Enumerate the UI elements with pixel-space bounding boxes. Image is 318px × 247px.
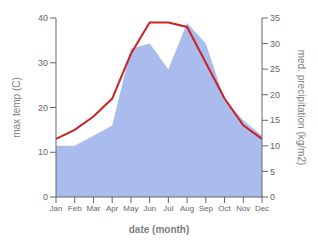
svg-text:Aug: Aug — [180, 204, 194, 213]
svg-text:Sep: Sep — [199, 204, 214, 213]
svg-text:30: 30 — [38, 58, 48, 68]
svg-text:0: 0 — [270, 192, 275, 202]
svg-text:5: 5 — [270, 167, 275, 177]
svg-text:Apr: Apr — [106, 204, 119, 213]
svg-text:15: 15 — [270, 115, 280, 125]
svg-text:25: 25 — [270, 64, 280, 74]
svg-text:Jan: Jan — [50, 204, 63, 213]
svg-text:40: 40 — [38, 13, 48, 23]
svg-text:med. precipitation (kg/m2): med. precipitation (kg/m2) — [296, 50, 307, 166]
svg-text:Oct: Oct — [218, 204, 231, 213]
svg-text:20: 20 — [270, 90, 280, 100]
svg-text:Dec: Dec — [255, 204, 269, 213]
svg-text:May: May — [123, 204, 138, 213]
svg-text:max temp (C): max temp (C) — [11, 77, 22, 138]
svg-text:35: 35 — [270, 13, 280, 23]
svg-text:date (month): date (month) — [129, 224, 190, 235]
svg-text:Feb: Feb — [68, 204, 82, 213]
svg-text:Jun: Jun — [143, 204, 156, 213]
svg-text:30: 30 — [270, 39, 280, 49]
svg-text:Jul: Jul — [163, 204, 173, 213]
svg-text:0: 0 — [43, 192, 48, 202]
svg-text:10: 10 — [270, 141, 280, 151]
svg-text:20: 20 — [38, 103, 48, 113]
svg-text:Nov: Nov — [236, 204, 250, 213]
svg-text:10: 10 — [38, 147, 48, 157]
svg-text:Mar: Mar — [87, 204, 101, 213]
